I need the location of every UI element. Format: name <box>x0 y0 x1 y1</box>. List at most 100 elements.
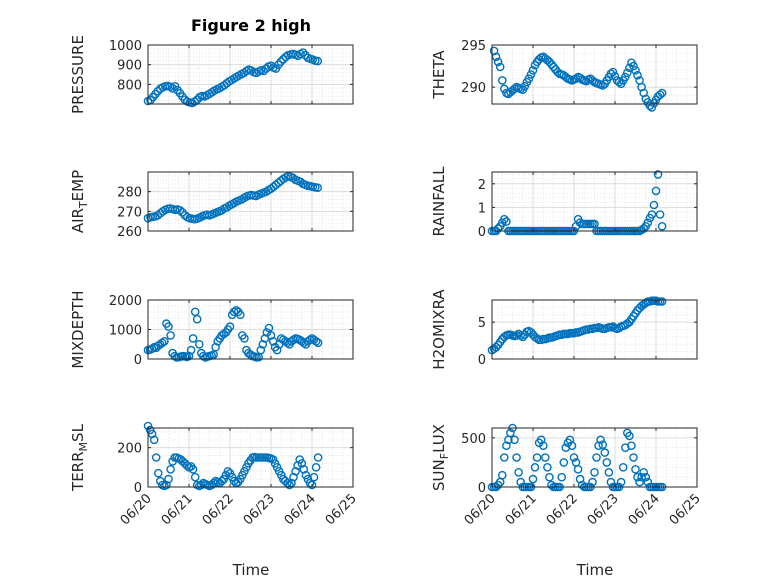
data-point <box>567 441 577 451</box>
data-point <box>623 68 632 78</box>
y-tick-label: 290 <box>461 81 486 96</box>
data-point <box>291 466 300 476</box>
data-point <box>549 62 558 72</box>
data-point <box>526 70 536 79</box>
series-markers <box>143 421 323 491</box>
data-point <box>298 48 308 57</box>
data-point <box>311 336 321 346</box>
data-point <box>502 441 511 451</box>
data-point <box>655 90 665 99</box>
data-point <box>592 453 601 462</box>
data-point <box>289 335 298 345</box>
y-tick-label: 800 <box>117 78 142 93</box>
series-markers <box>143 48 323 108</box>
data-point <box>532 453 542 462</box>
data-point <box>637 472 646 482</box>
data-point <box>606 477 616 487</box>
data-point <box>631 464 640 474</box>
data-point <box>524 74 534 83</box>
data-point <box>151 453 161 462</box>
y-tick-label: 0 <box>478 353 486 368</box>
data-point <box>559 458 569 467</box>
y-tick-label: 5 <box>478 316 486 331</box>
data-point <box>573 464 583 474</box>
series-markers <box>143 305 323 362</box>
data-point <box>223 466 233 476</box>
data-point <box>235 310 245 320</box>
data-point <box>643 477 653 487</box>
data-point <box>305 335 315 345</box>
data-point <box>510 435 519 445</box>
data-point <box>175 205 185 215</box>
data-point <box>256 345 266 355</box>
axes-box <box>491 44 698 105</box>
y-tick-label: 1 <box>478 201 486 216</box>
data-point <box>512 453 521 462</box>
data-point <box>604 467 614 477</box>
x-tick-label: 06/22 <box>544 491 581 528</box>
x-tick-label: 06/25 <box>667 491 704 528</box>
axes-box <box>147 44 354 105</box>
data-point <box>497 470 507 480</box>
plot-area <box>148 172 353 231</box>
data-point <box>655 210 665 219</box>
data-point <box>313 56 323 66</box>
data-point <box>493 224 503 233</box>
data-point <box>610 71 620 81</box>
plot-area <box>492 172 697 231</box>
data-point <box>149 435 159 445</box>
subplot-terr_msl: 0 200 06/20 06/21 06/22 06/23 06/24 06/25 TERRMS… <box>69 421 360 528</box>
data-point <box>272 345 282 355</box>
data-point <box>625 431 634 441</box>
data-point <box>188 464 198 474</box>
y-tick-label: 200 <box>117 442 142 457</box>
x-axis-label-right: Time <box>576 561 614 579</box>
y-tick-label: 295 <box>461 39 486 54</box>
data-point <box>594 441 603 451</box>
data-point <box>516 477 526 487</box>
data-point <box>514 467 523 477</box>
y-axis-label: MIXDEPTH <box>69 290 87 368</box>
data-point <box>499 453 509 462</box>
y-tick-label: 900 <box>117 59 142 74</box>
x-tick-label: 06/24 <box>626 491 663 528</box>
data-point <box>190 97 199 106</box>
data-point <box>641 472 651 482</box>
data-point <box>217 476 227 486</box>
x-tick-label: 06/23 <box>585 491 622 528</box>
series-markers <box>143 171 323 224</box>
data-point <box>657 221 667 231</box>
data-point <box>166 464 175 474</box>
data-point <box>160 336 169 346</box>
data-point <box>240 466 249 476</box>
data-point <box>180 95 190 104</box>
data-point <box>502 217 511 226</box>
y-tick-label: 2000 <box>109 294 142 309</box>
subplot-air_temp: 260 270 280 AIRTEMP <box>69 170 354 240</box>
data-point <box>545 57 554 67</box>
data-point <box>188 334 198 343</box>
series-markers <box>489 46 667 112</box>
y-tick-label: 0 <box>134 353 142 368</box>
data-point <box>307 480 317 490</box>
data-point <box>532 334 542 343</box>
data-point <box>588 477 597 487</box>
y-tick-label: 500 <box>461 432 486 447</box>
subplot-mixdepth: 0 1000 2000 MIXDEPTH <box>69 290 354 369</box>
data-point <box>512 331 521 340</box>
data-point <box>643 218 653 227</box>
subplot-pressure: 800 900 1000 PRESSURE <box>69 35 354 114</box>
data-point <box>653 170 663 179</box>
data-point <box>608 67 618 77</box>
data-point <box>600 448 610 457</box>
data-point <box>285 480 294 490</box>
data-point <box>495 62 505 72</box>
x-tick-label: 06/23 <box>241 491 278 528</box>
data-point <box>569 453 579 462</box>
series-markers <box>487 296 667 355</box>
data-point <box>534 55 544 64</box>
data-point <box>639 467 649 477</box>
axes-box <box>491 427 698 488</box>
x-tick-label: 06/20 <box>462 491 499 528</box>
